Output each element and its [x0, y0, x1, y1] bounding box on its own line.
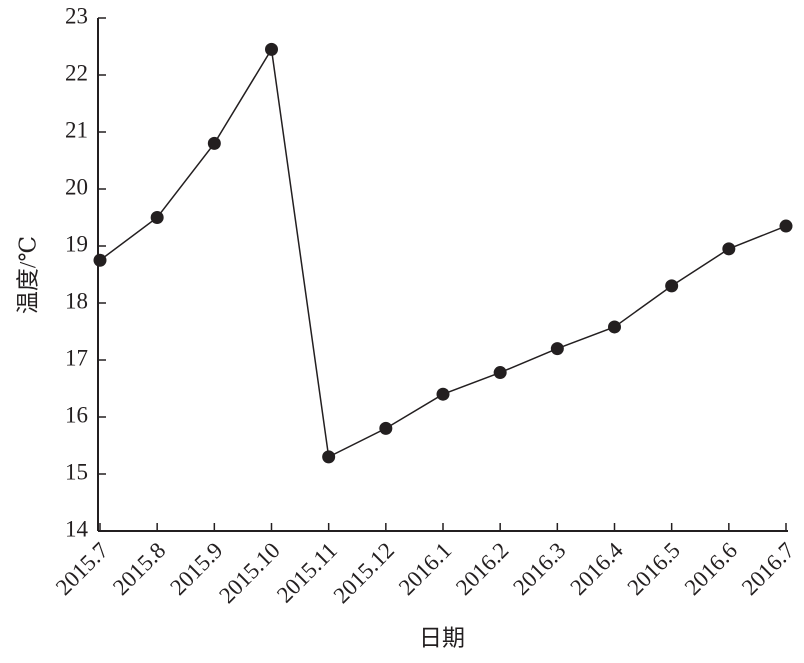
y-tick-label: 14: [65, 516, 89, 541]
point: [608, 320, 621, 334]
point: [150, 211, 164, 224]
y-tick-label: 19: [65, 231, 88, 256]
point: [436, 387, 450, 401]
y-tick-label: 20: [65, 174, 88, 199]
y-tick-label: 17: [65, 345, 88, 370]
point: [779, 219, 793, 233]
point: [665, 279, 679, 293]
point: [322, 450, 336, 464]
point: [550, 342, 564, 356]
x-tick-label: 2016.2: [451, 538, 513, 600]
x-tick-label: 2016.6: [680, 538, 742, 600]
x-tick-label: 2015.11: [272, 538, 342, 608]
x-tick-label: 2016.1: [394, 538, 456, 600]
point: [493, 366, 507, 380]
x-tick-label: 2016.5: [623, 538, 685, 600]
point: [265, 42, 278, 56]
point: [379, 421, 393, 435]
point: [93, 253, 107, 267]
y-tick-label: 23: [65, 3, 88, 28]
y-tick-label: 18: [65, 288, 88, 313]
x-tick-label: 2015.8: [108, 538, 170, 600]
y-tick-label: 21: [65, 117, 88, 142]
point: [207, 136, 221, 150]
x-tick-label: 2015.12: [329, 538, 400, 609]
point: [722, 242, 736, 256]
x-tick-label: 2015.7: [51, 538, 113, 600]
x-tick-label: 2016.3: [508, 538, 570, 600]
x-axis-label: 日期: [419, 625, 465, 650]
y-axis-label: 温度/℃: [15, 236, 40, 314]
x-tick-label: 2016.7: [737, 538, 799, 600]
x-tick-label: 2015.10: [214, 538, 285, 609]
y-tick-label: 22: [65, 60, 88, 85]
x-tick-label: 2016.4: [565, 537, 628, 600]
y-tick-label: 16: [65, 402, 88, 427]
y-tick-label: 15: [65, 459, 88, 484]
